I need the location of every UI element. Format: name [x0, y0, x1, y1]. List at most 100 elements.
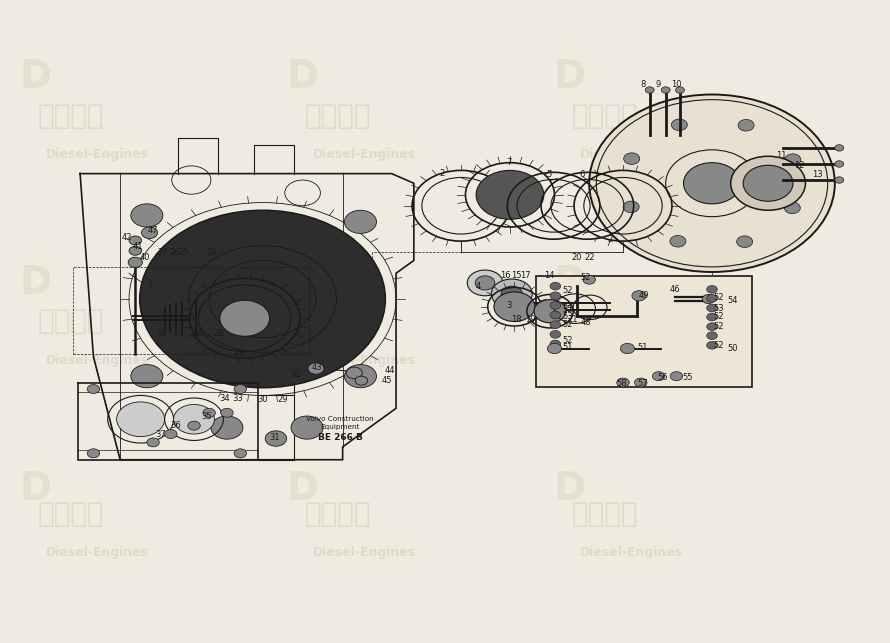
- Text: 38: 38: [192, 329, 203, 338]
- Circle shape: [550, 311, 561, 319]
- Circle shape: [534, 300, 566, 323]
- Text: 44: 44: [384, 366, 395, 375]
- Circle shape: [203, 408, 215, 417]
- Text: 30: 30: [257, 395, 268, 404]
- Circle shape: [494, 292, 535, 322]
- Circle shape: [174, 404, 214, 434]
- Circle shape: [617, 378, 629, 387]
- Text: 54: 54: [727, 296, 738, 305]
- Text: 37: 37: [155, 430, 166, 439]
- Text: Diesel-Engines: Diesel-Engines: [46, 354, 150, 367]
- Text: Equipment: Equipment: [320, 424, 360, 430]
- Circle shape: [670, 372, 683, 381]
- Text: 2: 2: [440, 169, 445, 178]
- Text: D: D: [554, 58, 586, 96]
- Circle shape: [671, 119, 687, 131]
- Circle shape: [550, 302, 561, 309]
- Circle shape: [623, 201, 639, 213]
- Text: 52: 52: [562, 320, 573, 329]
- Circle shape: [635, 378, 647, 387]
- Circle shape: [676, 87, 684, 93]
- Text: D: D: [554, 469, 586, 508]
- Text: 21: 21: [567, 315, 578, 324]
- Circle shape: [165, 430, 177, 439]
- Circle shape: [670, 235, 686, 247]
- Circle shape: [835, 177, 844, 183]
- Text: 53: 53: [562, 312, 573, 321]
- Text: 紫发动力: 紫发动力: [572, 500, 638, 529]
- Text: 4: 4: [475, 282, 481, 291]
- Text: 51: 51: [562, 343, 573, 352]
- Text: 28: 28: [214, 329, 224, 338]
- Text: 9: 9: [656, 80, 661, 89]
- Circle shape: [234, 449, 247, 458]
- Circle shape: [211, 416, 243, 439]
- Text: 26: 26: [169, 248, 180, 257]
- Circle shape: [684, 163, 740, 204]
- Circle shape: [620, 343, 635, 354]
- Text: D: D: [20, 264, 52, 302]
- Text: 36: 36: [170, 421, 181, 430]
- Circle shape: [547, 343, 562, 354]
- Text: 49: 49: [639, 291, 650, 300]
- Text: 47: 47: [148, 226, 158, 235]
- Circle shape: [265, 431, 287, 446]
- Text: D: D: [20, 58, 52, 96]
- Text: 57: 57: [637, 379, 648, 388]
- Circle shape: [291, 416, 323, 439]
- Circle shape: [737, 236, 753, 248]
- Text: D: D: [287, 58, 319, 96]
- Circle shape: [220, 300, 270, 336]
- Text: 8: 8: [640, 80, 645, 89]
- Circle shape: [589, 95, 835, 272]
- Circle shape: [661, 87, 670, 93]
- Circle shape: [131, 365, 163, 388]
- Text: 24: 24: [206, 248, 217, 257]
- Text: 52: 52: [562, 286, 573, 295]
- Circle shape: [147, 438, 159, 447]
- Text: 40: 40: [140, 253, 150, 262]
- Circle shape: [785, 154, 801, 165]
- Circle shape: [645, 87, 654, 93]
- Text: 55: 55: [683, 373, 693, 382]
- Text: 紫发动力: 紫发动力: [305, 500, 371, 529]
- Text: 27: 27: [158, 248, 168, 257]
- Text: 17: 17: [520, 271, 530, 280]
- Circle shape: [355, 376, 368, 385]
- Circle shape: [632, 291, 646, 301]
- Text: 31: 31: [269, 433, 279, 442]
- Circle shape: [344, 365, 376, 388]
- Text: 52: 52: [714, 322, 724, 331]
- Circle shape: [188, 421, 200, 430]
- Text: 13: 13: [812, 170, 822, 179]
- Text: 43: 43: [312, 363, 322, 372]
- Text: 紫发动力: 紫发动力: [38, 102, 104, 130]
- Circle shape: [140, 210, 385, 388]
- Text: 紫发动力: 紫发动力: [38, 500, 104, 529]
- Circle shape: [308, 363, 324, 374]
- Text: 19: 19: [525, 315, 536, 324]
- Circle shape: [784, 202, 800, 213]
- Circle shape: [743, 165, 793, 201]
- Text: 紫发动力: 紫发动力: [572, 102, 638, 130]
- Circle shape: [835, 145, 844, 151]
- Circle shape: [475, 276, 495, 290]
- Circle shape: [702, 294, 715, 303]
- Text: 紫发动力: 紫发动力: [38, 307, 104, 336]
- Circle shape: [129, 246, 142, 255]
- Text: 32: 32: [290, 370, 301, 379]
- Text: 20: 20: [571, 253, 582, 262]
- Circle shape: [707, 304, 717, 312]
- Circle shape: [550, 292, 561, 300]
- Circle shape: [707, 332, 717, 340]
- Text: 7: 7: [506, 158, 512, 167]
- Circle shape: [346, 367, 362, 379]
- Circle shape: [707, 313, 717, 321]
- Circle shape: [550, 340, 561, 348]
- Text: 45: 45: [382, 376, 392, 385]
- Text: D: D: [287, 469, 319, 508]
- FancyBboxPatch shape: [536, 276, 752, 387]
- Text: 1: 1: [147, 280, 152, 289]
- Text: 52: 52: [714, 312, 724, 321]
- Text: 41: 41: [133, 242, 143, 251]
